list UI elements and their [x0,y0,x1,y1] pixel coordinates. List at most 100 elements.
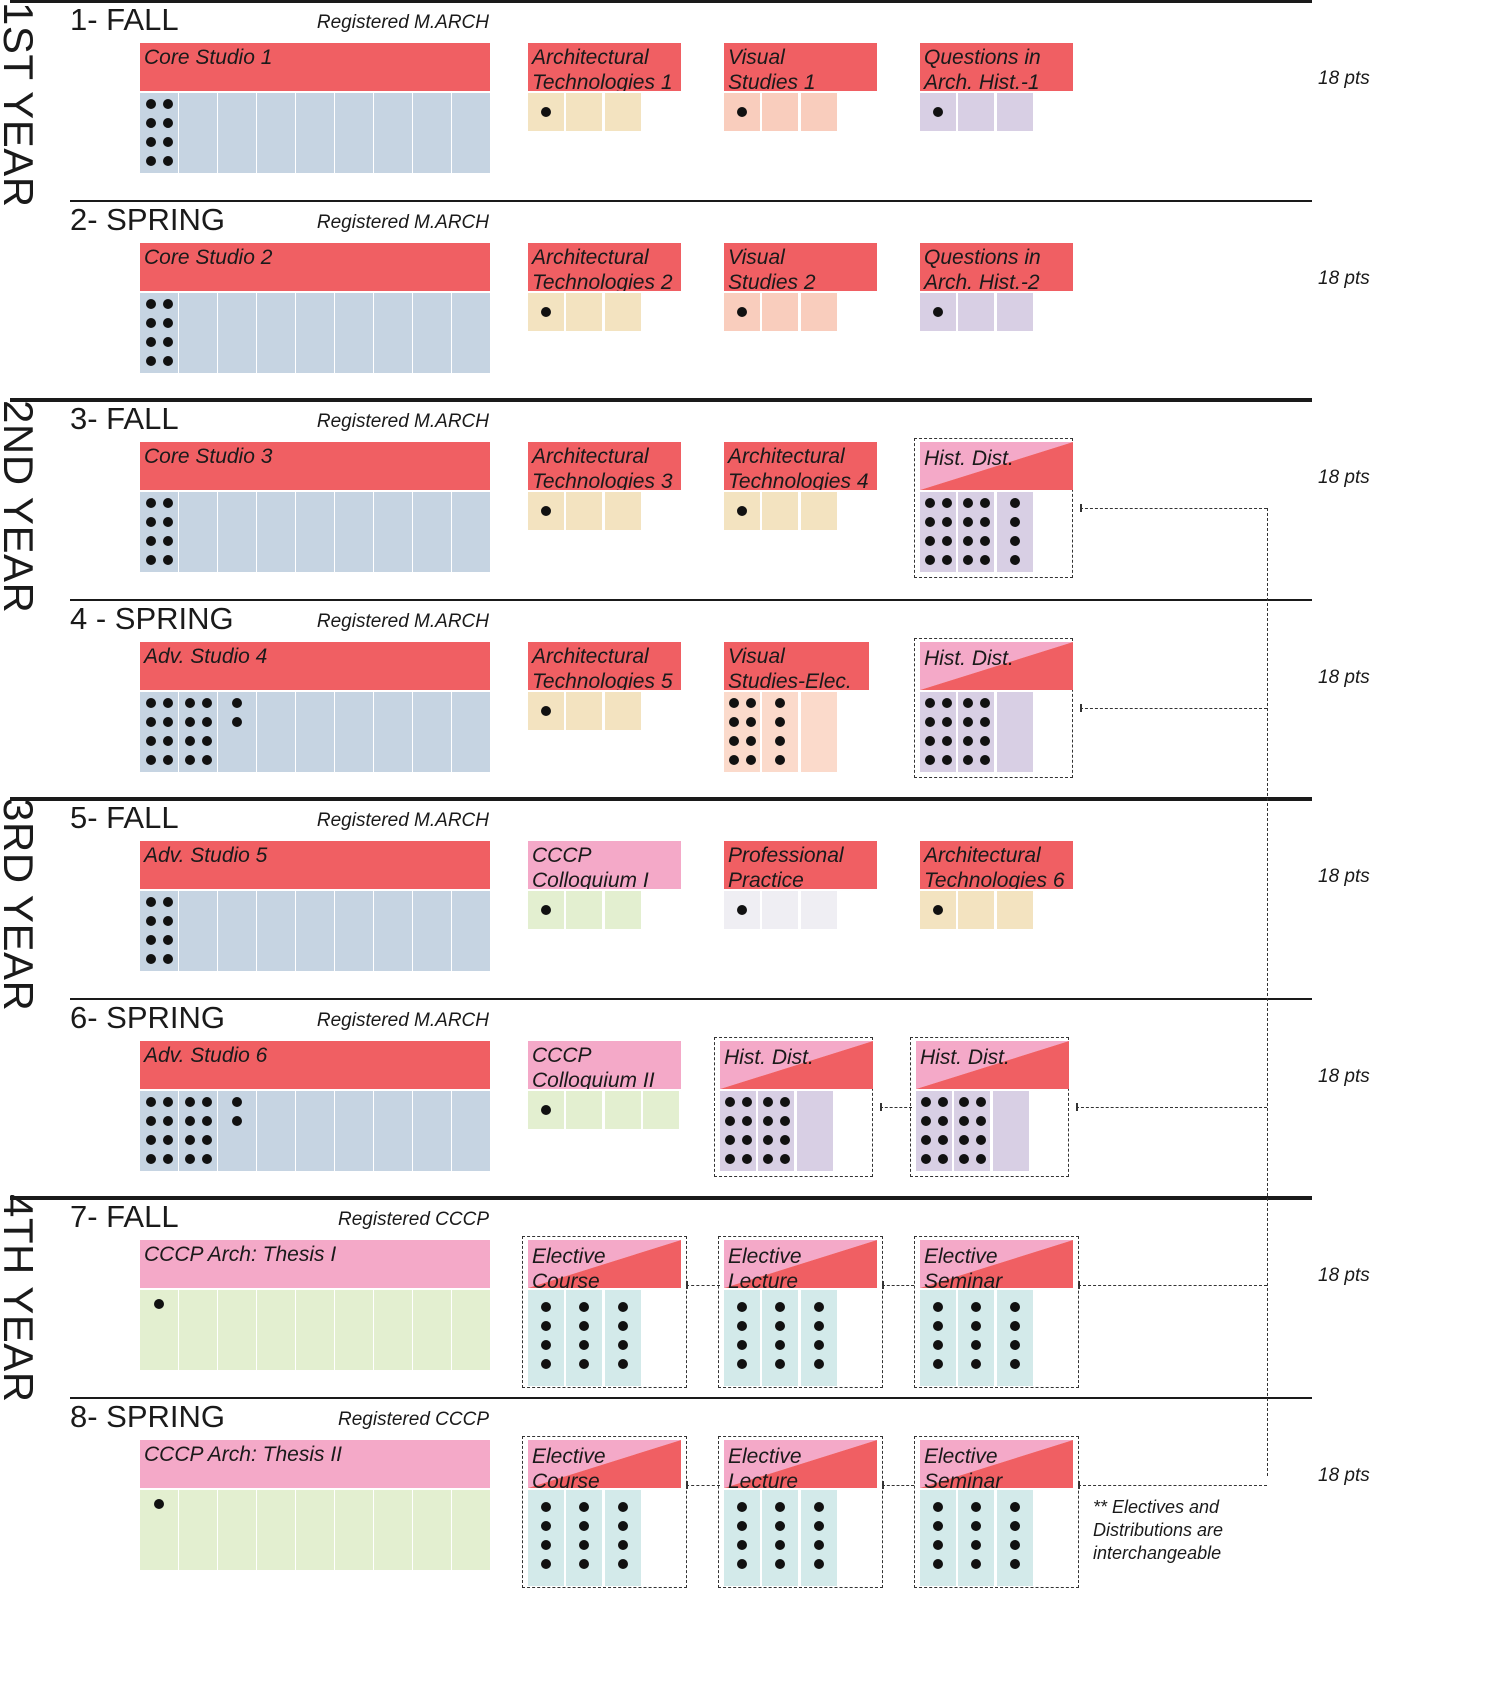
dot [775,1321,786,1331]
dot [232,1115,242,1126]
dot [232,697,242,708]
course-title: Professional Practice [724,841,877,889]
dot [541,107,551,117]
dot [971,1558,982,1569]
dot [145,1134,156,1145]
registration-label: Registered M.ARCH [316,211,489,233]
dot [162,99,173,109]
dot [541,1501,551,1512]
studio-credit-cell [413,891,451,971]
dot [737,506,747,516]
dot [775,754,786,765]
course-title-line: Colloquium I [532,869,649,889]
dot [971,1321,982,1331]
dot [541,1340,551,1350]
dot [145,536,156,546]
title-bg-red [720,1040,873,1089]
studio-title: Core Studio 1 [140,43,490,91]
dot [232,716,242,727]
dot [779,1115,790,1126]
connector-tick [686,1480,688,1489]
dot [775,1539,786,1550]
studio-title: Core Studio 2 [140,242,490,291]
dot [162,697,173,708]
studio-credit-cell [335,1290,373,1370]
dot [724,1153,735,1164]
dot [737,1302,747,1312]
points-label: 18 pts [1318,267,1370,289]
studio-credit-cell [374,292,412,373]
title-bg-red [920,1240,1073,1288]
course-title: Visual Studies 1 [724,43,877,91]
dot [775,1558,786,1569]
year-divider-line [10,1196,1312,1200]
dot [579,1302,590,1312]
studio-credit-cell [413,1290,451,1370]
semester-title: 5- FALL [70,800,179,835]
dot [775,716,786,727]
studio-title: CCCP Arch: Thesis I [140,1240,490,1288]
dot [154,1498,164,1509]
dot [737,1501,747,1512]
course-credit-cell [958,93,995,131]
dot [933,1359,943,1369]
dot [958,1153,969,1164]
course-credit-cell [566,691,603,730]
dot [541,1302,551,1312]
dot [579,1340,590,1350]
dot [201,697,212,708]
dot [1009,1539,1020,1550]
semester-title: 3- FALL [70,401,179,436]
dot [145,897,156,907]
dot [933,1558,943,1569]
dot [920,1134,931,1145]
studio-credit-cell [179,1489,217,1570]
course-title-line: Visual [728,46,785,69]
dot [745,716,756,727]
course-title-line: Visual [728,644,785,668]
dot [728,754,739,765]
dot [745,697,756,708]
course-title: Architectural Technologies 3 [528,442,681,490]
dot [813,1340,824,1350]
dot [1009,1501,1020,1512]
studio-credit-cell [335,93,373,173]
year-label: 3RD YEAR [0,798,42,1012]
studio-credit-cell [335,891,373,971]
dot [145,697,156,708]
dashed-frame [718,1435,883,1588]
course-credit-cell [566,891,603,929]
course-credit-cell [796,1090,833,1171]
semester-title: 6- SPRING [70,999,226,1035]
course-title-line: Architectural [532,644,649,668]
dot [162,1134,173,1145]
dashed-frame [914,438,1073,578]
connector-trunk [1267,508,1268,1476]
dot [145,336,156,347]
studio-credit-cell [257,1290,295,1370]
studio-credit-cell [335,1489,373,1570]
dot [971,1501,982,1512]
dot [1009,1340,1020,1350]
dot [920,1096,931,1107]
course-title-line: Architectural [924,844,1041,867]
studio-credit-cell [218,93,256,173]
dot [617,1501,628,1512]
studio-credit-cell [452,292,490,373]
dot [145,298,156,309]
dot [975,1153,986,1164]
course-credit-cell [566,93,603,131]
dot [937,1115,948,1126]
dot [933,905,943,915]
year-label: 4TH YEAR [0,1194,42,1403]
dot [962,754,973,765]
title-bg-red [528,1240,681,1288]
dot [737,905,747,915]
dot [933,1539,943,1550]
course-credit-cell [566,292,603,331]
dot [162,355,173,366]
studio-credit-cell [374,1090,412,1171]
course-title-line: Technologies 3 [532,470,673,490]
dot [762,1096,773,1107]
dot [745,735,756,746]
